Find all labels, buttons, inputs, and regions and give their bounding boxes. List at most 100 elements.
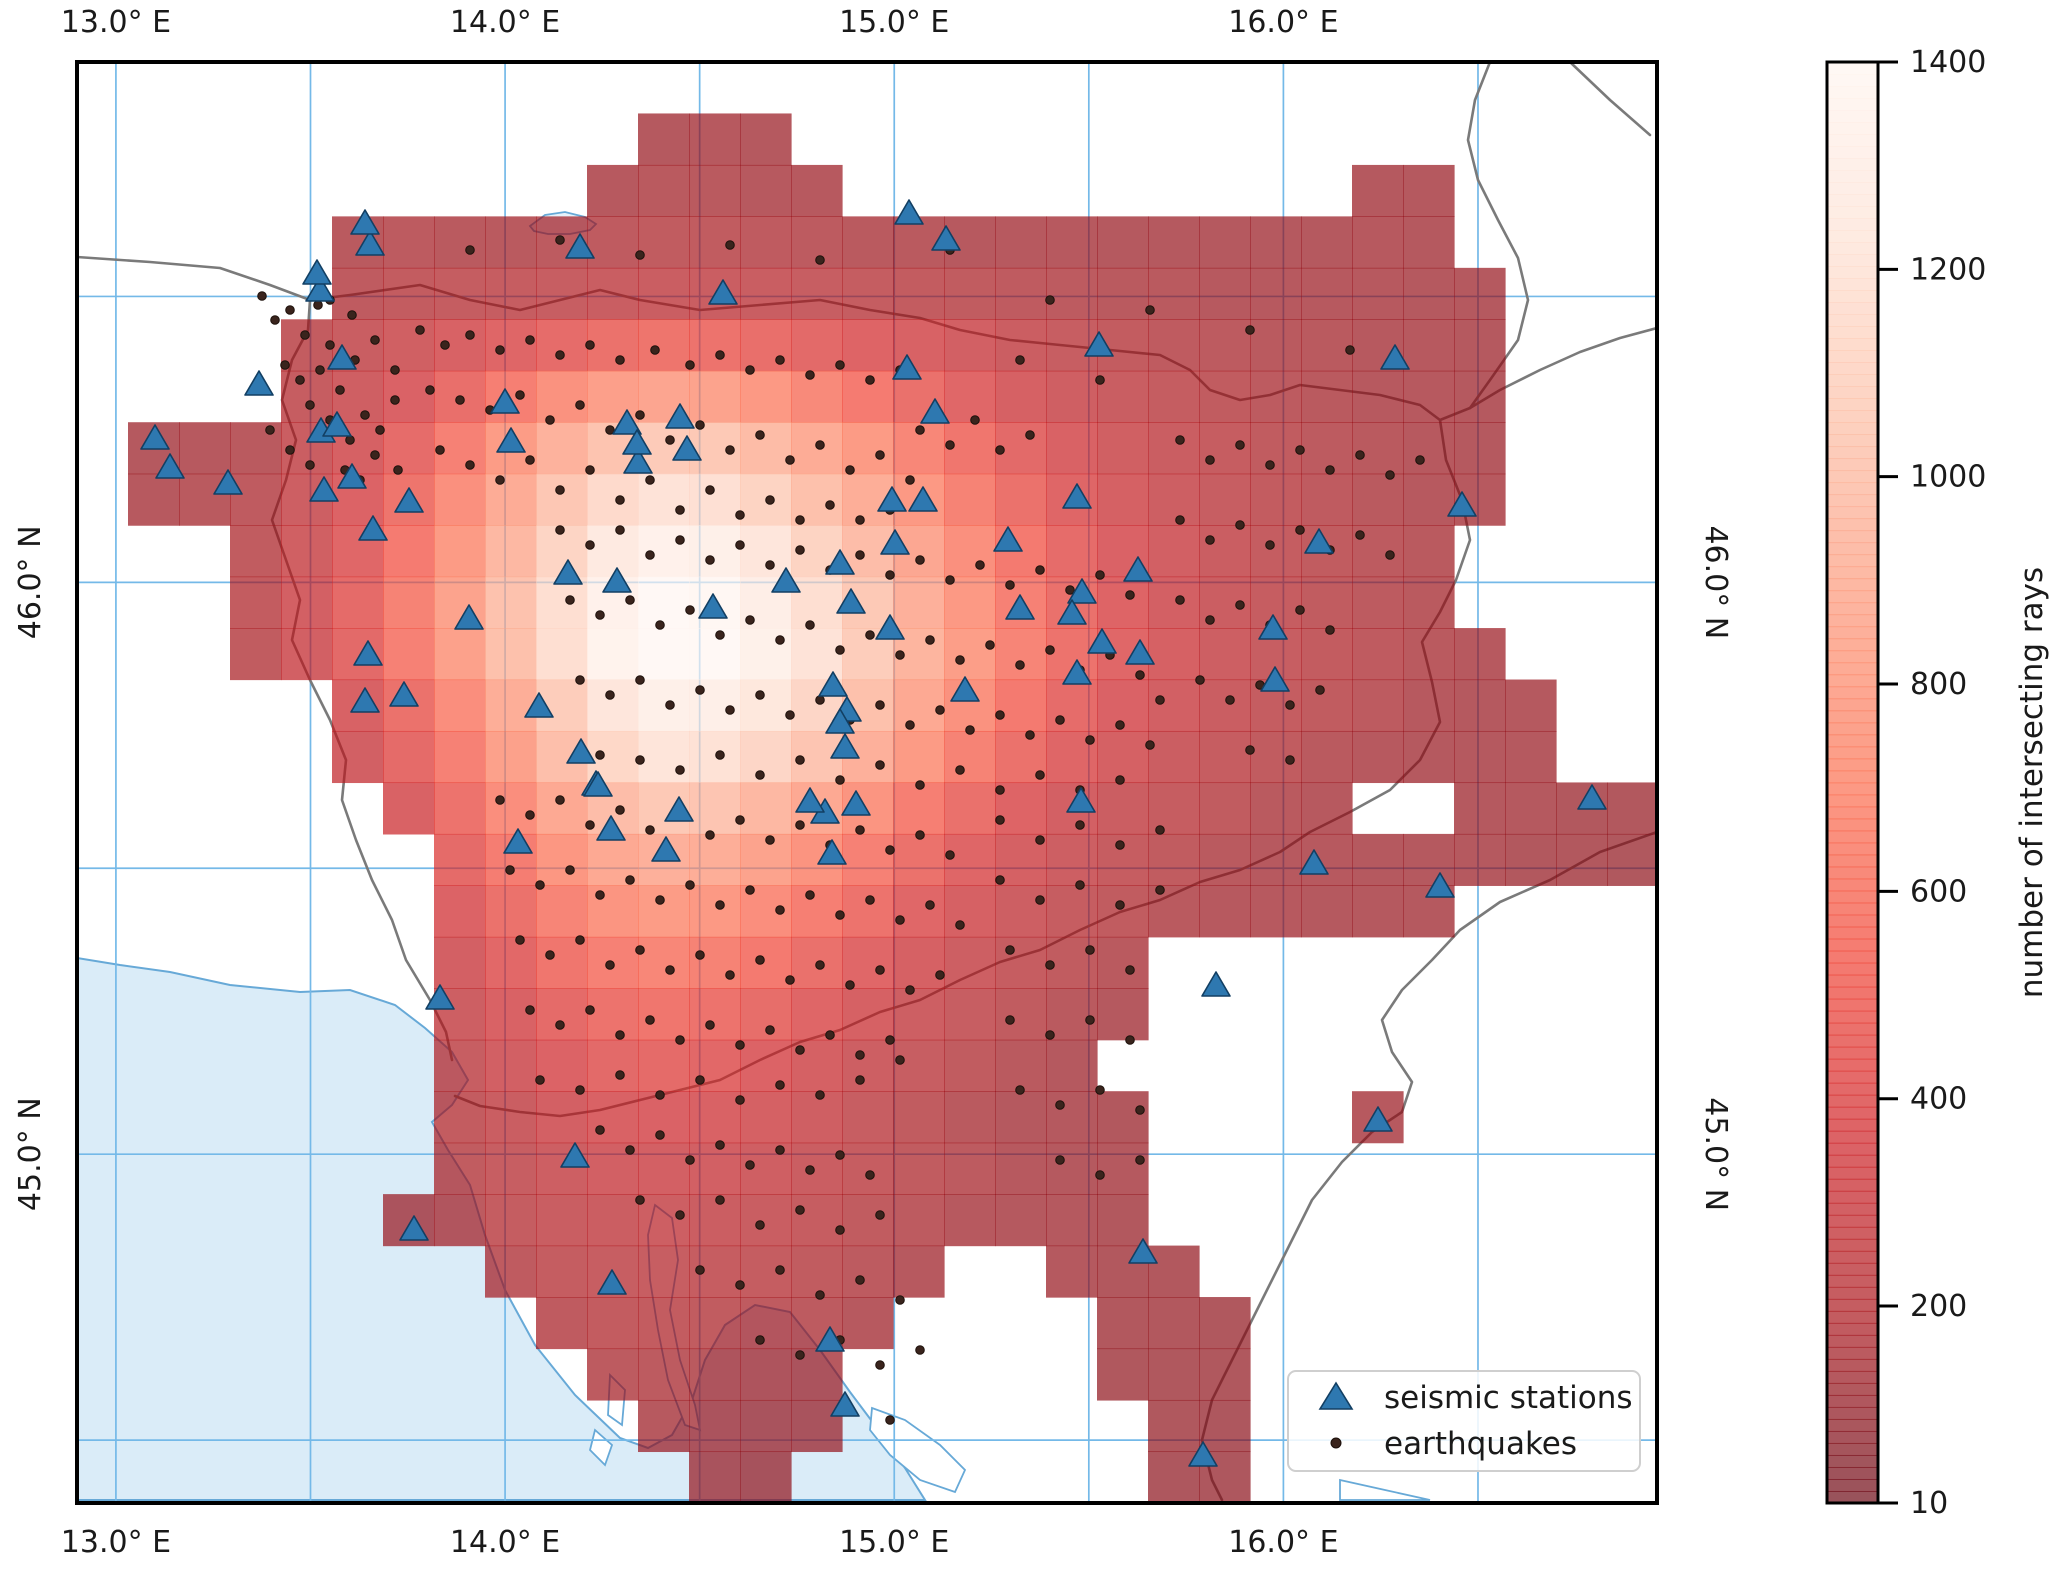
heatmap-cell bbox=[689, 936, 741, 989]
heatmap-cell bbox=[1454, 833, 1506, 886]
heatmap-cell bbox=[1352, 216, 1404, 269]
earthquake-dot bbox=[875, 760, 885, 770]
heatmap-cell bbox=[332, 370, 384, 423]
earthquake-dot bbox=[1285, 700, 1295, 710]
colorbar-band bbox=[1827, 218, 1878, 231]
colorbar-band bbox=[1827, 1226, 1878, 1240]
heatmap-cell bbox=[536, 1245, 588, 1298]
earthquake-dot bbox=[795, 1205, 805, 1215]
heatmap-cell bbox=[485, 216, 537, 269]
heatmap-cell bbox=[587, 267, 639, 320]
earthquake-dot bbox=[845, 980, 855, 990]
top-axis-label: 13.0° E bbox=[61, 5, 171, 40]
earthquake-dot bbox=[945, 850, 955, 860]
colorbar-band bbox=[1827, 602, 1878, 616]
heatmap-cell bbox=[1199, 833, 1251, 886]
earthquake-dot bbox=[1235, 600, 1245, 610]
heatmap-cell bbox=[791, 1091, 843, 1144]
earthquake-dot bbox=[715, 1195, 725, 1205]
heatmap-cell bbox=[1199, 1348, 1251, 1401]
heatmap-cell bbox=[944, 988, 996, 1041]
heatmap-cell bbox=[1301, 422, 1353, 475]
colorbar-band bbox=[1827, 686, 1878, 700]
bottom-axis-label: 13.0° E bbox=[61, 1525, 171, 1560]
heatmap-cell bbox=[842, 833, 894, 886]
heatmap-cell bbox=[638, 1399, 690, 1453]
colorbar-band bbox=[1827, 122, 1878, 135]
earthquake-dot bbox=[1195, 675, 1205, 685]
station-marker bbox=[350, 209, 380, 235]
earthquake-dot bbox=[655, 1090, 665, 1100]
colorbar-band bbox=[1827, 914, 1878, 928]
earthquake-dot bbox=[1385, 470, 1395, 480]
earthquake-dot bbox=[1385, 550, 1395, 560]
heatmap-cell bbox=[842, 267, 894, 320]
earthquake-dot bbox=[495, 795, 505, 805]
heatmap-cell bbox=[485, 1039, 537, 1092]
station-marker bbox=[244, 370, 274, 396]
earthquake-dot bbox=[825, 500, 835, 510]
earthquake-dot bbox=[605, 425, 615, 435]
heatmap-cell bbox=[740, 1399, 792, 1453]
station-marker bbox=[877, 486, 907, 512]
colorbar-tick-label: 800 bbox=[1910, 667, 1967, 702]
earthquake-dot bbox=[675, 505, 685, 515]
heatmap-cell bbox=[1505, 782, 1557, 835]
earthquake-dot bbox=[755, 1335, 765, 1345]
colorbar-band bbox=[1827, 1214, 1878, 1228]
heatmap-cell bbox=[638, 216, 690, 269]
heatmap-cell bbox=[1097, 267, 1149, 320]
heatmap-cell bbox=[434, 730, 486, 784]
heatmap-cell bbox=[842, 1194, 894, 1247]
earthquake-dot bbox=[715, 750, 725, 760]
colorbar-band bbox=[1827, 1178, 1878, 1192]
earthquake-dot bbox=[675, 765, 685, 775]
colorbar-band bbox=[1827, 266, 1878, 279]
earthquake-dot bbox=[995, 785, 1005, 795]
earthquake-dot bbox=[775, 905, 785, 915]
earthquake-dot bbox=[735, 815, 745, 825]
colorbar-band bbox=[1827, 638, 1878, 652]
heatmap-cell bbox=[689, 1399, 741, 1453]
earthquake-dot bbox=[465, 460, 475, 470]
heatmap-cell bbox=[1454, 730, 1506, 784]
heatmap-cell bbox=[893, 1039, 945, 1092]
left-axis-label: 46.0° N bbox=[13, 525, 48, 639]
colorbar-band bbox=[1827, 422, 1878, 436]
earthquake-dot bbox=[1035, 565, 1045, 575]
heatmap-cell bbox=[485, 885, 537, 938]
heatmap-cell bbox=[893, 988, 945, 1041]
heatmap-cell bbox=[995, 988, 1047, 1041]
station-marker bbox=[565, 233, 595, 259]
heatmap-cell bbox=[536, 988, 588, 1041]
heatmap-cell bbox=[281, 525, 333, 578]
colorbar-band bbox=[1827, 830, 1878, 844]
heatmap-cell bbox=[944, 1091, 996, 1144]
earthquake-dot bbox=[1295, 605, 1305, 615]
heatmap-cell bbox=[1403, 730, 1455, 784]
earthquake-dot bbox=[855, 825, 865, 835]
earthquake-dot bbox=[1125, 965, 1135, 975]
earthquake-dot bbox=[695, 1075, 705, 1085]
colorbar-band bbox=[1827, 734, 1878, 748]
colorbar-band bbox=[1827, 554, 1878, 568]
earthquake-dot bbox=[645, 1015, 655, 1025]
colorbar-band bbox=[1827, 410, 1878, 424]
earthquake-dot bbox=[835, 645, 845, 655]
heatmap-cell bbox=[791, 370, 843, 423]
heatmap-cell bbox=[893, 576, 945, 629]
earthquake-dot bbox=[313, 300, 323, 310]
heatmap-cell bbox=[1454, 782, 1506, 835]
colorbar-band bbox=[1827, 926, 1878, 940]
heatmap-cell bbox=[944, 1194, 996, 1247]
heatmap-cell bbox=[893, 833, 945, 886]
earthquake-dot bbox=[995, 875, 1005, 885]
legend: seismic stations earthquakes bbox=[1287, 1370, 1641, 1472]
earthquake-dot bbox=[295, 375, 305, 385]
station-marker bbox=[623, 448, 653, 474]
top-axis-label: 14.0° E bbox=[450, 5, 560, 40]
earthquake-dot bbox=[535, 1075, 545, 1085]
earthquake-dot bbox=[735, 1280, 745, 1290]
heatmap-cell bbox=[281, 576, 333, 629]
colorbar-band bbox=[1827, 1034, 1878, 1048]
